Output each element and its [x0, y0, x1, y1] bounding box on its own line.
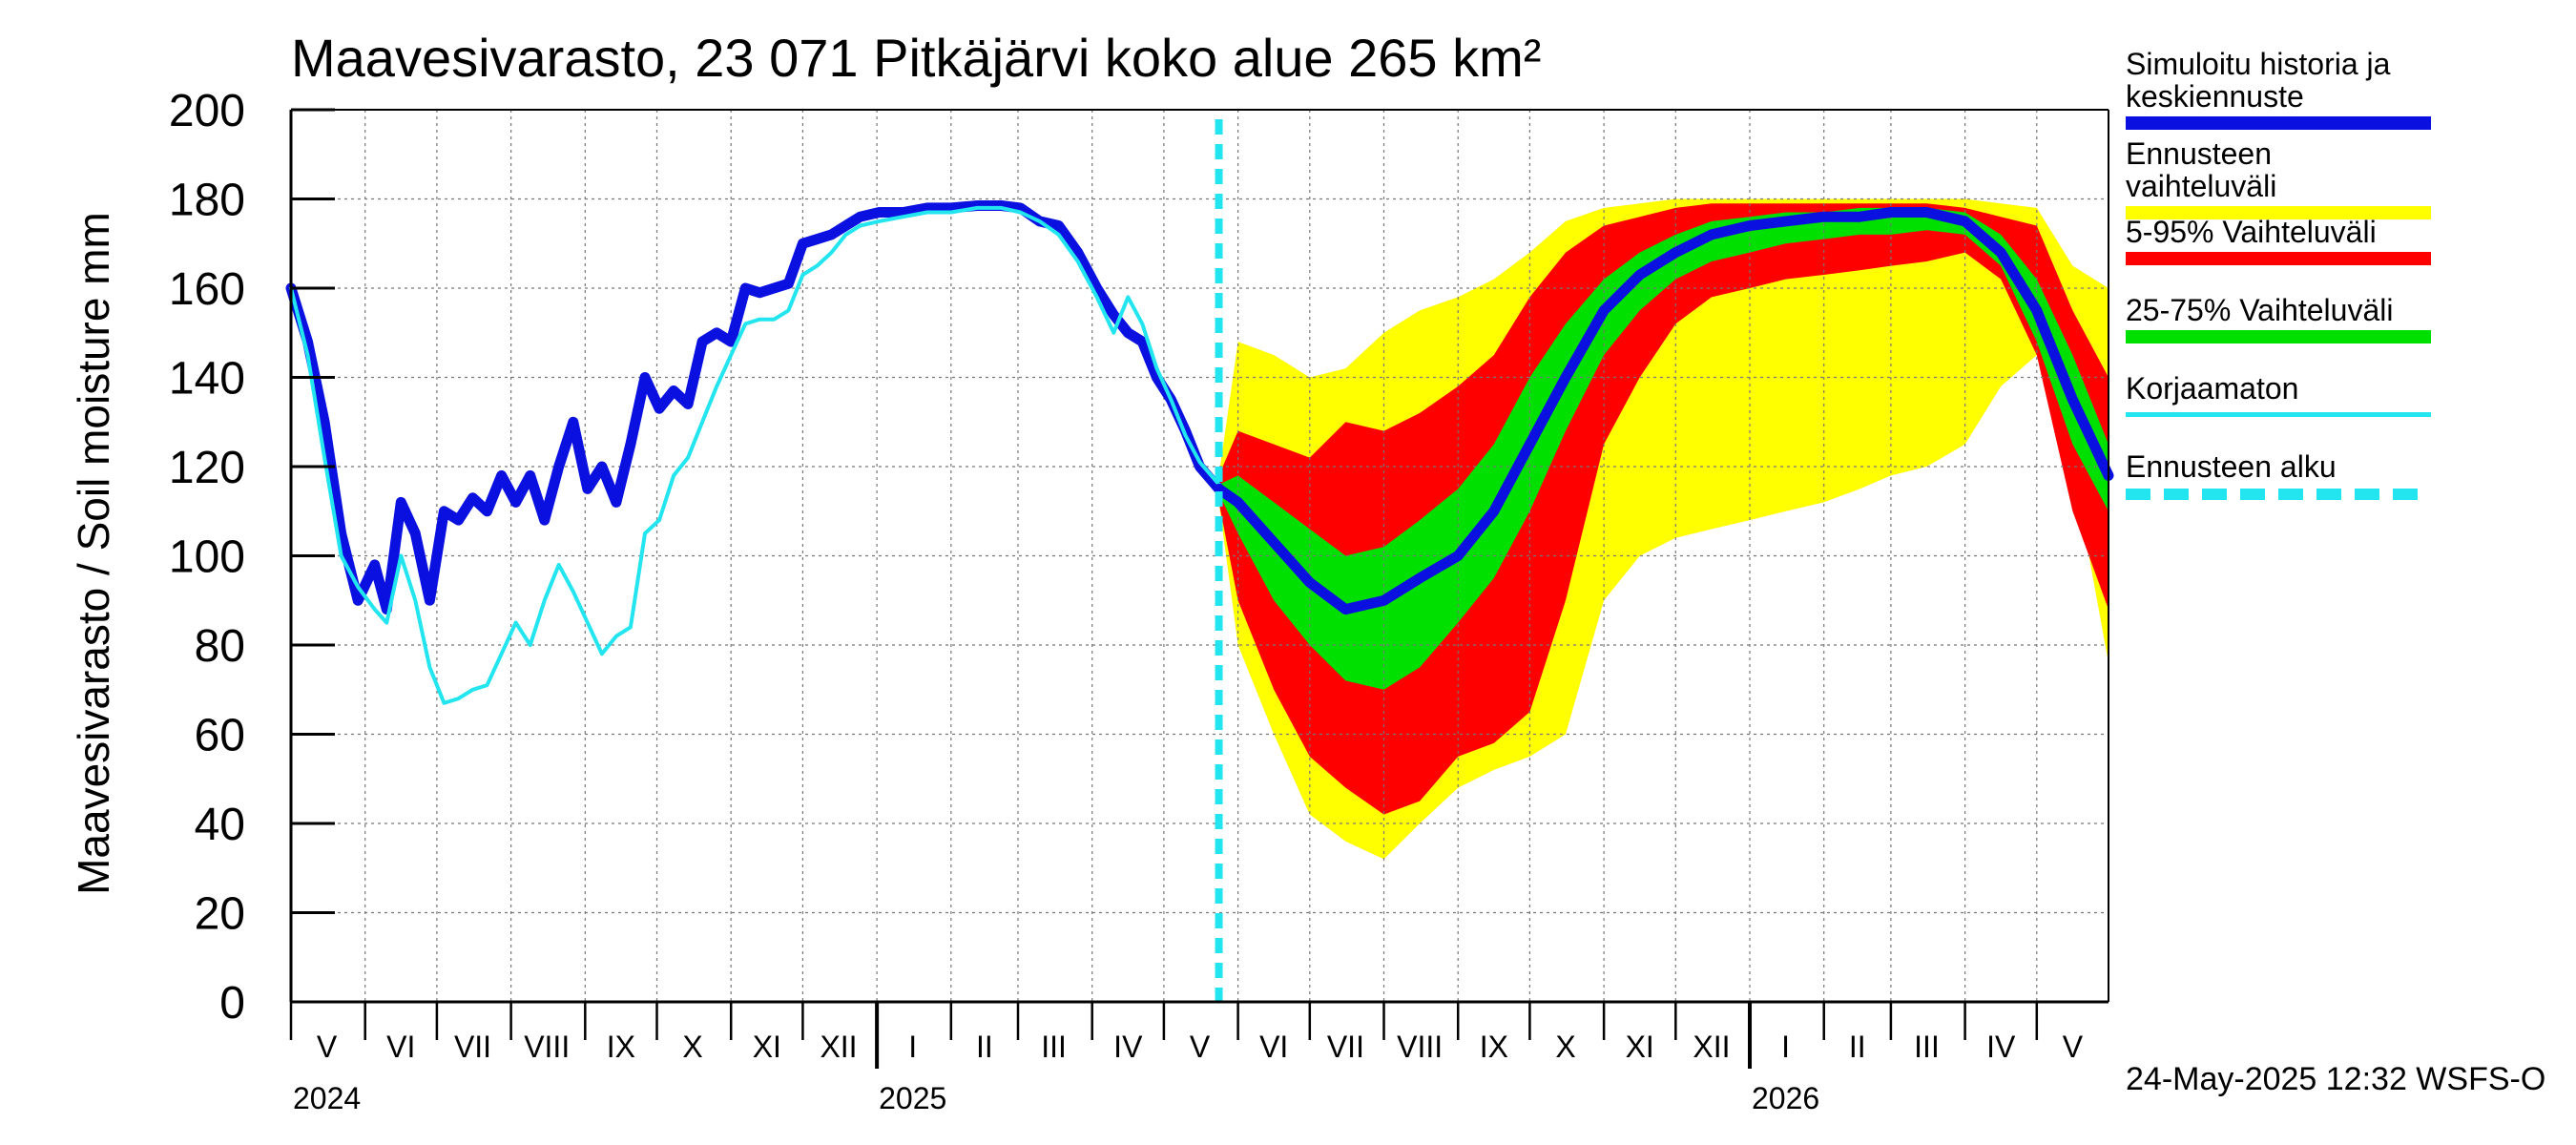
y-tick-label: 180 — [169, 176, 245, 226]
y-tick-label: 0 — [219, 978, 245, 1029]
legend-item-history: Simuloitu historia ja keskiennuste — [2126, 48, 2431, 137]
legend-label-p5-95: 5-95% Vaihteluväli — [2126, 215, 2377, 249]
legend-label-forecast-start: Ennusteen alku — [2126, 449, 2337, 484]
legend-swatch-history — [2126, 116, 2431, 130]
legend-item-range: Ennusteen vaihteluväli — [2126, 136, 2431, 219]
month-label: I — [1781, 1030, 1790, 1064]
legend-swatch-p5-95 — [2126, 252, 2431, 265]
month-label: II — [1849, 1030, 1866, 1064]
month-label: I — [908, 1030, 917, 1064]
month-label: VII — [454, 1030, 491, 1064]
month-label: V — [317, 1030, 338, 1064]
y-tick-label: 60 — [195, 711, 245, 761]
month-label: XII — [820, 1030, 857, 1064]
month-label: IV — [1113, 1030, 1143, 1064]
y-axis-label: Maavesivarasto / Soil moisture mm — [69, 212, 118, 895]
legend-label-p25-75: 25-75% Vaihteluväli — [2126, 293, 2394, 327]
legend-item-uncorrected: Korjaamaton — [2126, 372, 2431, 450]
year-label: 2024 — [293, 1081, 361, 1115]
legend-swatch-uncorrected — [2126, 412, 2431, 417]
month-label: II — [976, 1030, 993, 1064]
y-tick-label: 160 — [169, 264, 245, 315]
month-label: III — [1914, 1030, 1940, 1064]
legend-swatch-range — [2126, 206, 2431, 219]
month-label: VIII — [1397, 1030, 1443, 1064]
month-label: VI — [1259, 1030, 1288, 1064]
y-tick-label: 200 — [169, 86, 245, 136]
month-label: IX — [1480, 1030, 1508, 1064]
grid-lines — [291, 110, 2109, 1002]
legend: Simuloitu historia ja keskiennuste Ennus… — [2126, 48, 2431, 529]
legend-swatch-p25-75 — [2126, 330, 2431, 344]
series-lines — [285, 119, 2114, 1002]
month-label: IX — [607, 1030, 635, 1064]
y-tick-label: 40 — [195, 800, 245, 850]
month-label: VI — [386, 1030, 415, 1064]
year-label: 2025 — [879, 1081, 946, 1115]
month-label: XI — [753, 1030, 781, 1064]
y-tick-label: 20 — [195, 889, 245, 940]
month-label: III — [1041, 1030, 1067, 1064]
series-line-uncorrected — [289, 205, 1221, 705]
month-label: X — [682, 1030, 702, 1064]
legend-label-history: Simuloitu historia ja keskiennuste — [2126, 47, 2391, 114]
month-label: XII — [1693, 1030, 1730, 1064]
legend-item-p25-75: 25-75% Vaihteluväli — [2126, 294, 2431, 372]
timestamp-footer: 24-May-2025 12:32 WSFS-O — [2126, 1061, 2546, 1097]
forecast-bands — [1218, 198, 2109, 860]
series-line-history — [285, 200, 1225, 615]
band-p5_95 — [1218, 203, 2109, 815]
y-tick-label: 140 — [169, 354, 245, 405]
chart-title: Maavesivarasto, 23 071 Pitkäjärvi koko a… — [291, 28, 1542, 88]
legend-label-uncorrected: Korjaamaton — [2126, 371, 2299, 406]
month-label: IV — [1986, 1030, 2016, 1064]
legend-item-p5-95: 5-95% Vaihteluväli — [2126, 216, 2431, 294]
y-tick-label: 100 — [169, 532, 245, 583]
y-tick-label: 80 — [195, 621, 245, 672]
legend-swatch-forecast-start — [2126, 489, 2431, 500]
month-label: V — [2063, 1030, 2084, 1064]
legend-label-range: Ennusteen vaihteluväli — [2126, 136, 2277, 203]
month-label: VII — [1327, 1030, 1364, 1064]
month-label: VIII — [524, 1030, 570, 1064]
month-label: X — [1555, 1030, 1575, 1064]
month-label: V — [1190, 1030, 1211, 1064]
y-tick-label: 120 — [169, 443, 245, 493]
month-label: XI — [1626, 1030, 1654, 1064]
year-label: 2026 — [1752, 1081, 1819, 1115]
legend-item-forecast-start: Ennusteen alku — [2126, 450, 2431, 529]
series-line-history — [1214, 207, 2114, 615]
